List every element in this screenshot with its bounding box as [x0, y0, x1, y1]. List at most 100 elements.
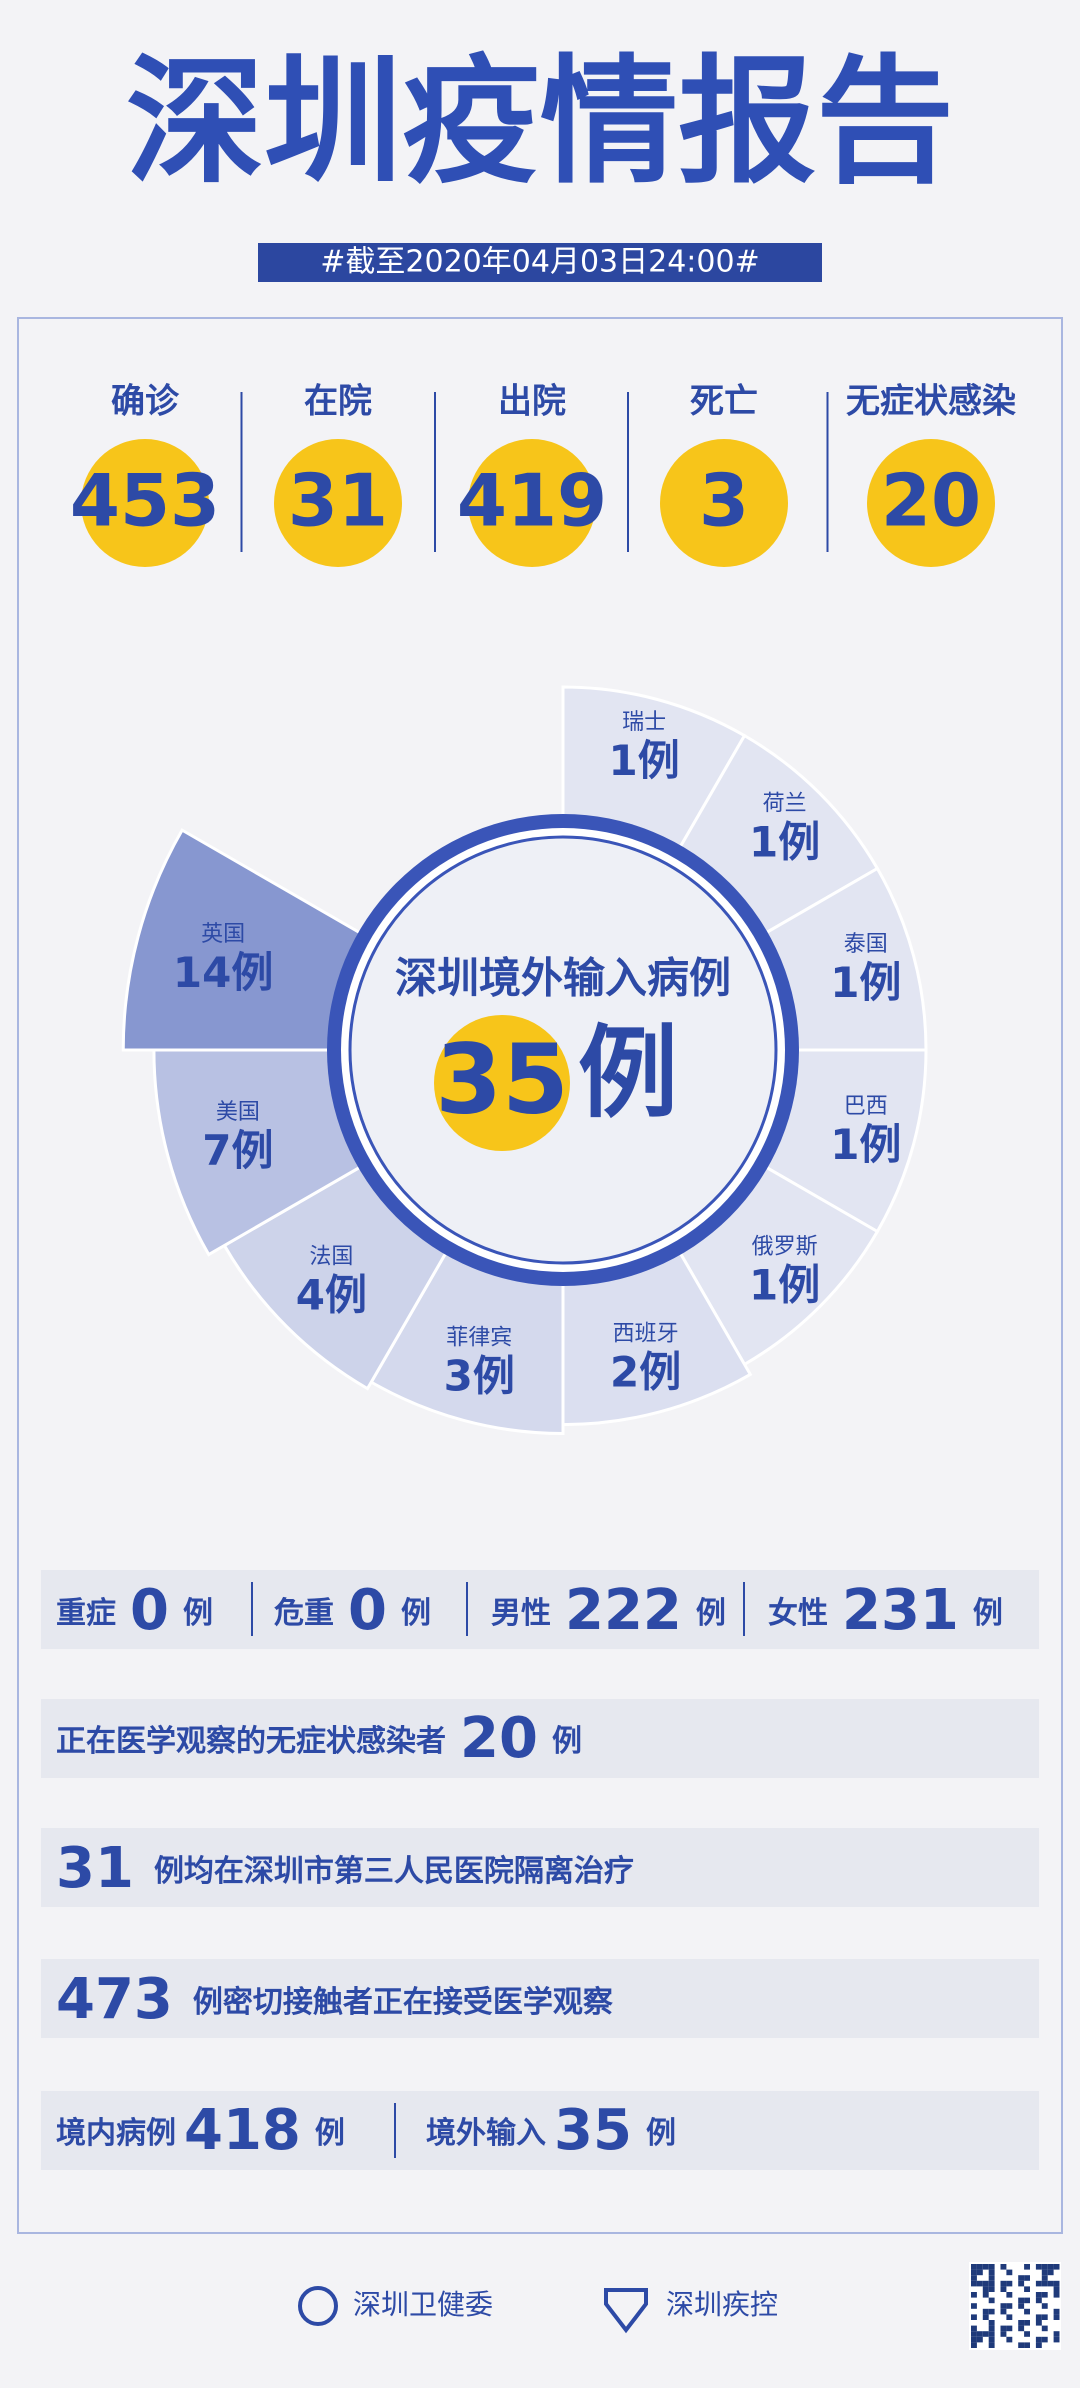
date-banner [258, 243, 822, 282]
info-box [41, 1570, 1039, 1649]
qr-cell [1000, 2325, 1007, 2332]
info-label: 例 [183, 1596, 213, 1631]
qr-cell [1024, 2331, 1030, 2337]
stat-value: 3 [699, 459, 749, 543]
count-unit: 例 [639, 1347, 681, 1396]
qr-cell [1047, 2280, 1054, 2287]
info-number: 35 [554, 2098, 632, 2163]
count-value: 1 [830, 957, 859, 1006]
info-box [41, 2091, 1039, 2170]
qr-cell [1018, 2325, 1025, 2332]
info-text: 473 例密切接触者正在接受医学观察 [56, 1967, 614, 2032]
count-value: 2 [610, 1347, 639, 1396]
info-text: 女性 231 例 [768, 1578, 1003, 1643]
qr-cell [1047, 2269, 1054, 2276]
count-unit: 例 [859, 1120, 901, 1169]
country-name: 菲律宾 [446, 1326, 512, 1351]
qr-cell [1053, 2280, 1060, 2287]
qr-cell [1018, 2342, 1025, 2348]
info-text: 男性 222 例 [491, 1578, 726, 1643]
qr-cell [1000, 2280, 1007, 2287]
qr-cell [1041, 2325, 1048, 2332]
qr-cell [971, 2342, 977, 2348]
qr-cell [1024, 2342, 1030, 2348]
count-value: 14 [173, 947, 231, 996]
info-label: 例 [552, 1724, 582, 1759]
country-name: 法国 [309, 1245, 353, 1270]
info-box [41, 1828, 1039, 1907]
date: #截至2020年04月03日24:00# [320, 245, 759, 280]
country-count: 4例 [296, 1270, 367, 1319]
qr-cell [1006, 2292, 1013, 2298]
qr-cell [1000, 2308, 1007, 2315]
qr-cell [1006, 2269, 1013, 2276]
qr-code [969, 2262, 1061, 2350]
qr-cell [1041, 2280, 1048, 2287]
stat-value: 20 [881, 459, 981, 543]
country-name: 英国 [201, 922, 245, 947]
country-name: 瑞士 [622, 710, 666, 735]
country-count: 1例 [830, 957, 901, 1006]
info-label: 例 [315, 2116, 345, 2151]
info-label: 境内病例 [56, 2116, 176, 2151]
qr-cell [976, 2331, 983, 2337]
qr-cell [971, 2336, 977, 2343]
country-name: 西班牙 [613, 1321, 679, 1346]
stat-label: 确诊 [111, 382, 180, 422]
qr-cell [1035, 2320, 1042, 2326]
qr-cell [971, 2280, 977, 2287]
stat-label: 出院 [498, 382, 566, 422]
country-count: 1例 [749, 1260, 820, 1309]
country-count: 7例 [202, 1126, 273, 1175]
info-number: 0 [130, 1578, 169, 1643]
qr-cell [971, 2303, 977, 2309]
qr-cell [988, 2297, 995, 2304]
count-unit: 例 [473, 1351, 515, 1400]
qr-cell [1035, 2336, 1042, 2343]
info-number: 231 [842, 1578, 959, 1643]
qr-cell [1018, 2320, 1025, 2326]
qr-cell [982, 2331, 989, 2337]
qr-cell [988, 2325, 995, 2332]
qr-cell [971, 2331, 977, 2337]
total-circle [434, 1015, 570, 1151]
qr-cell [1000, 2286, 1007, 2292]
count-unit: 例 [232, 1126, 274, 1175]
qr-cell [1035, 2280, 1042, 2287]
frame [17, 317, 1063, 2234]
count-unit: 例 [859, 957, 901, 1006]
info-number: 0 [348, 1578, 387, 1643]
stat-label: 死亡 [690, 382, 758, 422]
stat-circle [274, 439, 402, 567]
qr-cell [1018, 2280, 1025, 2287]
qr-cell [982, 2280, 989, 2287]
qr-cell [1053, 2331, 1060, 2337]
qr-cell [971, 2325, 977, 2332]
qr-cell [988, 2275, 995, 2281]
qr-cell [1024, 2320, 1030, 2326]
qr-cell [1018, 2275, 1025, 2281]
qr-cell [988, 2331, 995, 2337]
stat-circle [81, 439, 209, 567]
qr-cell [1035, 2314, 1042, 2320]
stat-value: 31 [288, 459, 388, 543]
title: 深圳疫情报告 [126, 42, 954, 203]
info-label: 重症 [56, 1596, 116, 1631]
country-name: 俄罗斯 [752, 1235, 818, 1260]
stat-circle [867, 439, 995, 567]
count-value: 4 [296, 1270, 325, 1319]
stat-value: 453 [70, 459, 220, 543]
qr-cell [1053, 2264, 1060, 2270]
count-value: 1 [830, 1120, 859, 1169]
info-number: 473 [56, 1967, 173, 2032]
qr-cell [988, 2280, 995, 2287]
qr-cell [971, 2292, 977, 2298]
logo-icon [604, 2288, 648, 2334]
info-label: 女性 [768, 1596, 828, 1631]
info-number: 20 [460, 1706, 538, 1771]
qr-cell [1041, 2314, 1048, 2320]
info-box [41, 1959, 1039, 2038]
qr-cell [1000, 2264, 1007, 2270]
stat-label: 在院 [304, 382, 372, 422]
